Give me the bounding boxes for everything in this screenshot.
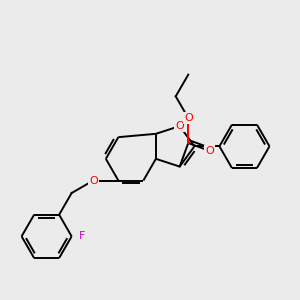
Text: F: F [79, 231, 85, 242]
Text: O: O [205, 146, 214, 156]
Text: O: O [175, 121, 184, 131]
Text: O: O [184, 113, 193, 123]
Text: O: O [89, 176, 98, 185]
